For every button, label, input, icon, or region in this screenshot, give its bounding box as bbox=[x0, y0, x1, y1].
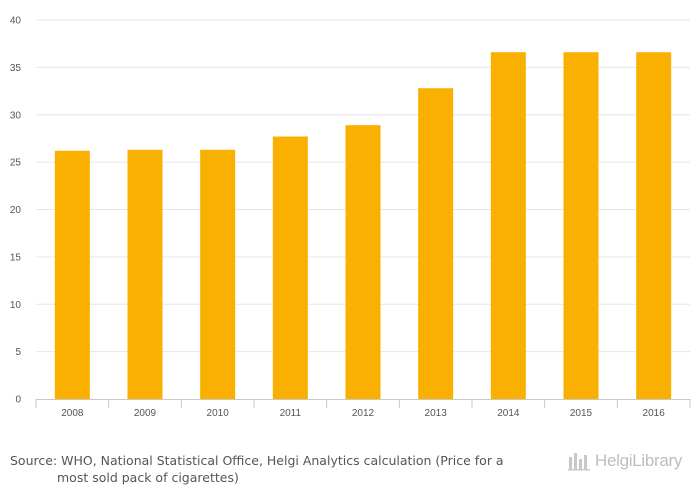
x-tick-label: 2015 bbox=[570, 408, 593, 419]
y-tick-label: 10 bbox=[10, 300, 22, 311]
bar-2016 bbox=[636, 52, 672, 400]
x-tick-label: 2014 bbox=[497, 408, 520, 419]
bar-2008 bbox=[54, 150, 90, 399]
brand-name: HelgiLibrary bbox=[595, 451, 683, 470]
bar-2010 bbox=[200, 149, 236, 399]
x-tick-label: 2013 bbox=[425, 408, 448, 419]
y-tick-label: 15 bbox=[10, 252, 22, 263]
x-tick-label: 2008 bbox=[61, 408, 84, 419]
bar-2013 bbox=[418, 88, 454, 399]
x-axis: 2008 2009 2010 2011 2012 2013 2014 2015 2016 bbox=[35, 399, 691, 419]
bar-2011 bbox=[272, 136, 308, 400]
y-tick-label: 5 bbox=[15, 347, 21, 358]
bar-2009 bbox=[127, 149, 163, 399]
source-line-2: most sold pack of cigarettes) bbox=[57, 470, 239, 485]
y-tick-label: 0 bbox=[15, 395, 21, 406]
bar-2012 bbox=[345, 125, 381, 400]
x-tick-label: 2010 bbox=[207, 408, 230, 419]
brand-logo: HelgiLibrary bbox=[568, 448, 682, 474]
x-tick-label: 2009 bbox=[134, 408, 157, 419]
y-tick-label: 40 bbox=[10, 16, 22, 27]
helgi-logo-icon bbox=[568, 453, 590, 471]
source-note: Source: WHO, National Statistical Office… bbox=[10, 452, 540, 486]
y-tick-label: 35 bbox=[10, 63, 22, 74]
x-tick-label: 2016 bbox=[643, 408, 666, 419]
y-tick-label: 30 bbox=[10, 110, 22, 121]
y-axis: 0 5 10 15 20 25 30 35 40 bbox=[10, 16, 22, 406]
y-tick-label: 25 bbox=[10, 158, 22, 169]
bar-2014 bbox=[490, 52, 526, 400]
bar-chart: 0 5 10 15 20 25 30 35 40 2008 2009 2010 2011 2012 201… bbox=[10, 16, 691, 419]
bar-2015 bbox=[563, 52, 599, 400]
y-tick-label: 20 bbox=[10, 205, 22, 216]
x-tick-label: 2011 bbox=[280, 408, 302, 419]
x-tick-label: 2012 bbox=[352, 408, 375, 419]
bars bbox=[54, 52, 672, 400]
source-line-1: Source: WHO, National Statistical Office… bbox=[10, 453, 504, 468]
